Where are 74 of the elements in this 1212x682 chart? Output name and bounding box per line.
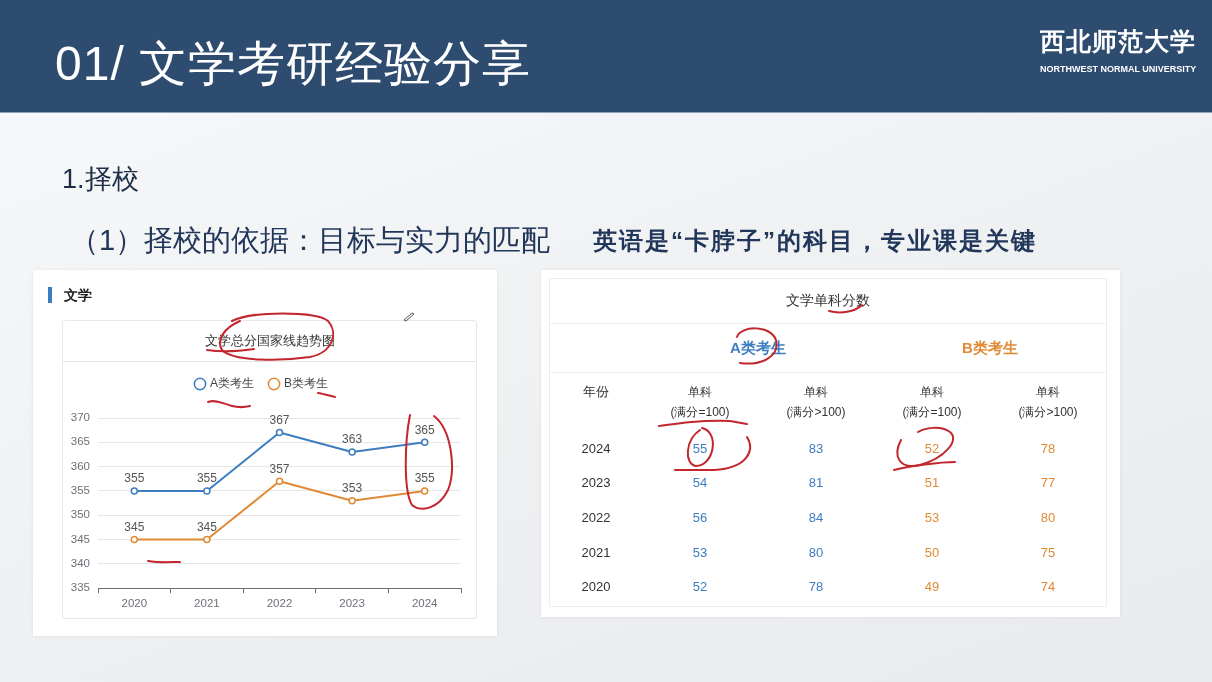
y-tick-label: 355 — [70, 484, 90, 497]
data-label: 353 — [342, 480, 363, 495]
data-label: 56 — [692, 509, 708, 525]
text: 文学 — [64, 286, 92, 305]
data-label: 52 — [924, 440, 940, 456]
point — [348, 496, 356, 505]
point — [420, 487, 429, 495]
data-label: 78 — [1040, 440, 1056, 456]
text: B类考生 — [962, 338, 1018, 358]
y-tick-label: 335 — [70, 581, 90, 594]
text: 英语是“卡脖子”的科目，专业课是关键 — [593, 227, 1037, 256]
x-tick-label: 单科 (满分=100) — [901, 384, 963, 421]
point — [275, 428, 284, 437]
data-label: 53 — [924, 509, 940, 525]
y-tick-label: 2022 — [581, 509, 611, 525]
x-tick-label: 单科 (满分=100) — [669, 384, 731, 421]
point — [203, 487, 211, 495]
point — [130, 535, 139, 544]
data-label: 77 — [1040, 475, 1056, 491]
data-label: 50 — [924, 544, 940, 560]
legend-label: B类考生 — [284, 376, 329, 391]
chart-title: 文学单科分数 — [786, 292, 870, 310]
y-tick-label: 340 — [70, 557, 90, 570]
data-label: 53 — [692, 544, 708, 560]
y-tick-label: 2023 — [581, 475, 611, 491]
y-tick-label: 370 — [70, 411, 90, 424]
x-tick-label: 2024 — [411, 597, 439, 610]
data-label: 84 — [808, 509, 824, 525]
data-label: 74 — [1040, 579, 1056, 595]
data-label: 365 — [414, 422, 436, 437]
point — [420, 438, 429, 447]
x-tick-label: 2021 — [194, 597, 220, 610]
data-label: 78 — [808, 579, 824, 595]
x-tick-label: 2022 — [266, 597, 293, 610]
y-tick-label: 2020 — [581, 579, 611, 595]
legend-label: A类考生 — [210, 376, 255, 391]
point — [203, 535, 211, 544]
y-tick-label: 365 — [70, 435, 90, 448]
data-label: 363 — [342, 432, 363, 447]
data-label: 80 — [1040, 509, 1056, 525]
text: 01/ 文学考研经验分享 — [55, 36, 532, 92]
data-label: 75 — [1040, 544, 1056, 560]
text: 西北师范大学 — [1040, 27, 1196, 57]
data-label: 54 — [692, 475, 708, 491]
data-label: 357 — [269, 461, 290, 476]
data-label: 51 — [924, 475, 940, 491]
y-tick-label: 350 — [70, 508, 90, 521]
data-label: 55 — [692, 440, 708, 456]
point — [275, 477, 284, 485]
point — [130, 487, 139, 495]
y-axis-title: 年份 — [582, 383, 610, 401]
text: （1）择校的依据：目标与实力的匹配 — [70, 223, 551, 258]
y-tick-label: 360 — [70, 459, 90, 472]
point — [348, 448, 356, 456]
data-label: 367 — [269, 412, 290, 427]
x-tick-label: 单科 (满分>100) — [1017, 384, 1079, 421]
data-label: 52 — [692, 579, 708, 595]
data-label: 345 — [124, 519, 145, 534]
x-tick-label: 2020 — [121, 597, 148, 610]
x-tick-label: 单科 (满分>100) — [785, 384, 847, 421]
text: NORTHWEST NORMAL UNIVERSITY — [1040, 64, 1197, 75]
data-label: 355 — [414, 471, 436, 486]
y-tick-label: 2024 — [581, 440, 611, 456]
data-label: 355 — [196, 471, 218, 486]
data-label: 81 — [808, 475, 824, 491]
data-label: 83 — [808, 440, 824, 456]
y-tick-label: 345 — [70, 532, 90, 545]
data-label: 80 — [808, 544, 824, 560]
data-label: 355 — [124, 471, 145, 486]
y-tick-label: 2021 — [581, 544, 611, 560]
data-label: 345 — [196, 519, 218, 534]
text: 1.择校 — [62, 163, 139, 196]
x-tick-label: 2023 — [339, 597, 365, 610]
data-label: 49 — [924, 579, 940, 595]
